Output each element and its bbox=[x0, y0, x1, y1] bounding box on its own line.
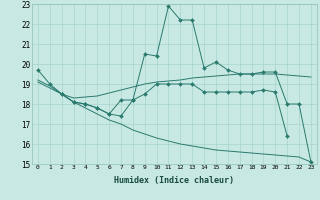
X-axis label: Humidex (Indice chaleur): Humidex (Indice chaleur) bbox=[115, 176, 234, 185]
